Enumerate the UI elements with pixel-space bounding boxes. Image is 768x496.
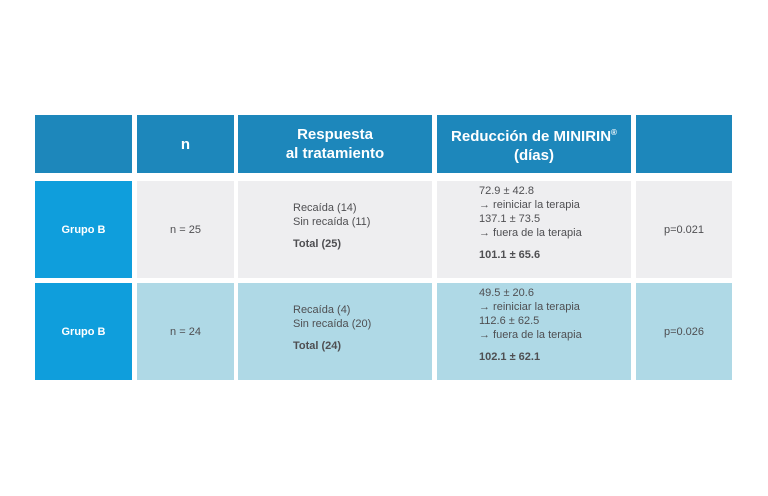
row2-n-value: n = 24: [170, 325, 201, 338]
row2-n-cell: n = 24: [137, 283, 234, 380]
row2-reduccion-value2: 112.6 ± 62.5: [479, 315, 540, 327]
row2-group-text: Grupo B: [61, 325, 106, 338]
header-cell-respuesta: Respuesta al tratamiento: [238, 115, 432, 173]
row1-n-value: n = 25: [170, 223, 201, 236]
row2-reduccion-value1: 49.5 ± 20.6: [479, 287, 534, 299]
row1-p-value: p=0.021: [663, 223, 705, 236]
row1-group-label: Grupo B: [35, 181, 132, 278]
row1-reduccion-note1: → reiniciar la terapia: [479, 199, 580, 211]
row1-group-text: Grupo B: [61, 223, 106, 236]
row2-p-value: p=0.026: [663, 325, 705, 338]
header-cell-reduccion: Reducción de MINIRIN® (días): [437, 115, 631, 173]
row1-reduccion-cell: 72.9 ± 42.8 → reiniciar la terapia 137.1…: [437, 181, 631, 278]
row1-reduccion-total: 101.1 ± 65.6: [479, 249, 541, 261]
row1-sin-recaida: Sin recaída (11): [293, 216, 371, 228]
header-reduccion-line2: (días): [513, 147, 554, 164]
row1-n-cell: n = 25: [137, 181, 234, 278]
row2-sin-recaida: Sin recaída (20): [293, 318, 372, 330]
row1-reduccion-note2: → fuera de la terapia: [479, 227, 582, 239]
row2-reduccion-cell: 49.5 ± 20.6 → reiniciar la terapia 112.6…: [437, 283, 631, 380]
header-cell-n: n: [137, 115, 234, 173]
row1-respuesta-total: Total (25): [293, 238, 342, 250]
row2-group-label: Grupo B: [35, 283, 132, 380]
row2-respuesta-cell: Recaída (4) Sin recaída (20) Total (24): [238, 283, 432, 380]
header-cell-empty-left: [35, 115, 132, 173]
row1-p-cell: p=0.021: [636, 181, 732, 278]
header-reduccion-line1: Reducción de MINIRIN®: [451, 123, 617, 146]
row2-recaida: Recaída (4): [293, 304, 351, 316]
header-reduccion-text: Reducción de MINIRIN: [451, 128, 612, 145]
row2-reduccion-note1: → reiniciar la terapia: [479, 301, 580, 313]
row2-p-cell: p=0.026: [636, 283, 732, 380]
row1-recaida: Recaída (14): [293, 202, 357, 214]
header-cell-empty-right: [636, 115, 732, 173]
row1-respuesta-cell: Recaída (14) Sin recaída (11) Total (25): [238, 181, 432, 278]
row1-reduccion-value2: 137.1 ± 73.5: [479, 213, 541, 225]
header-respuesta-line2: al tratamiento: [285, 145, 385, 162]
row2-respuesta-total: Total (24): [293, 340, 342, 352]
header-respuesta-line1: Respuesta: [297, 126, 373, 143]
row2-reduccion-total: 102.1 ± 62.1: [479, 351, 541, 363]
row1-reduccion-value1: 72.9 ± 42.8: [479, 185, 534, 197]
registered-mark: ®: [611, 128, 617, 137]
row2-reduccion-note2: → fuera de la terapia: [479, 329, 582, 341]
header-n-label: n: [180, 135, 191, 153]
